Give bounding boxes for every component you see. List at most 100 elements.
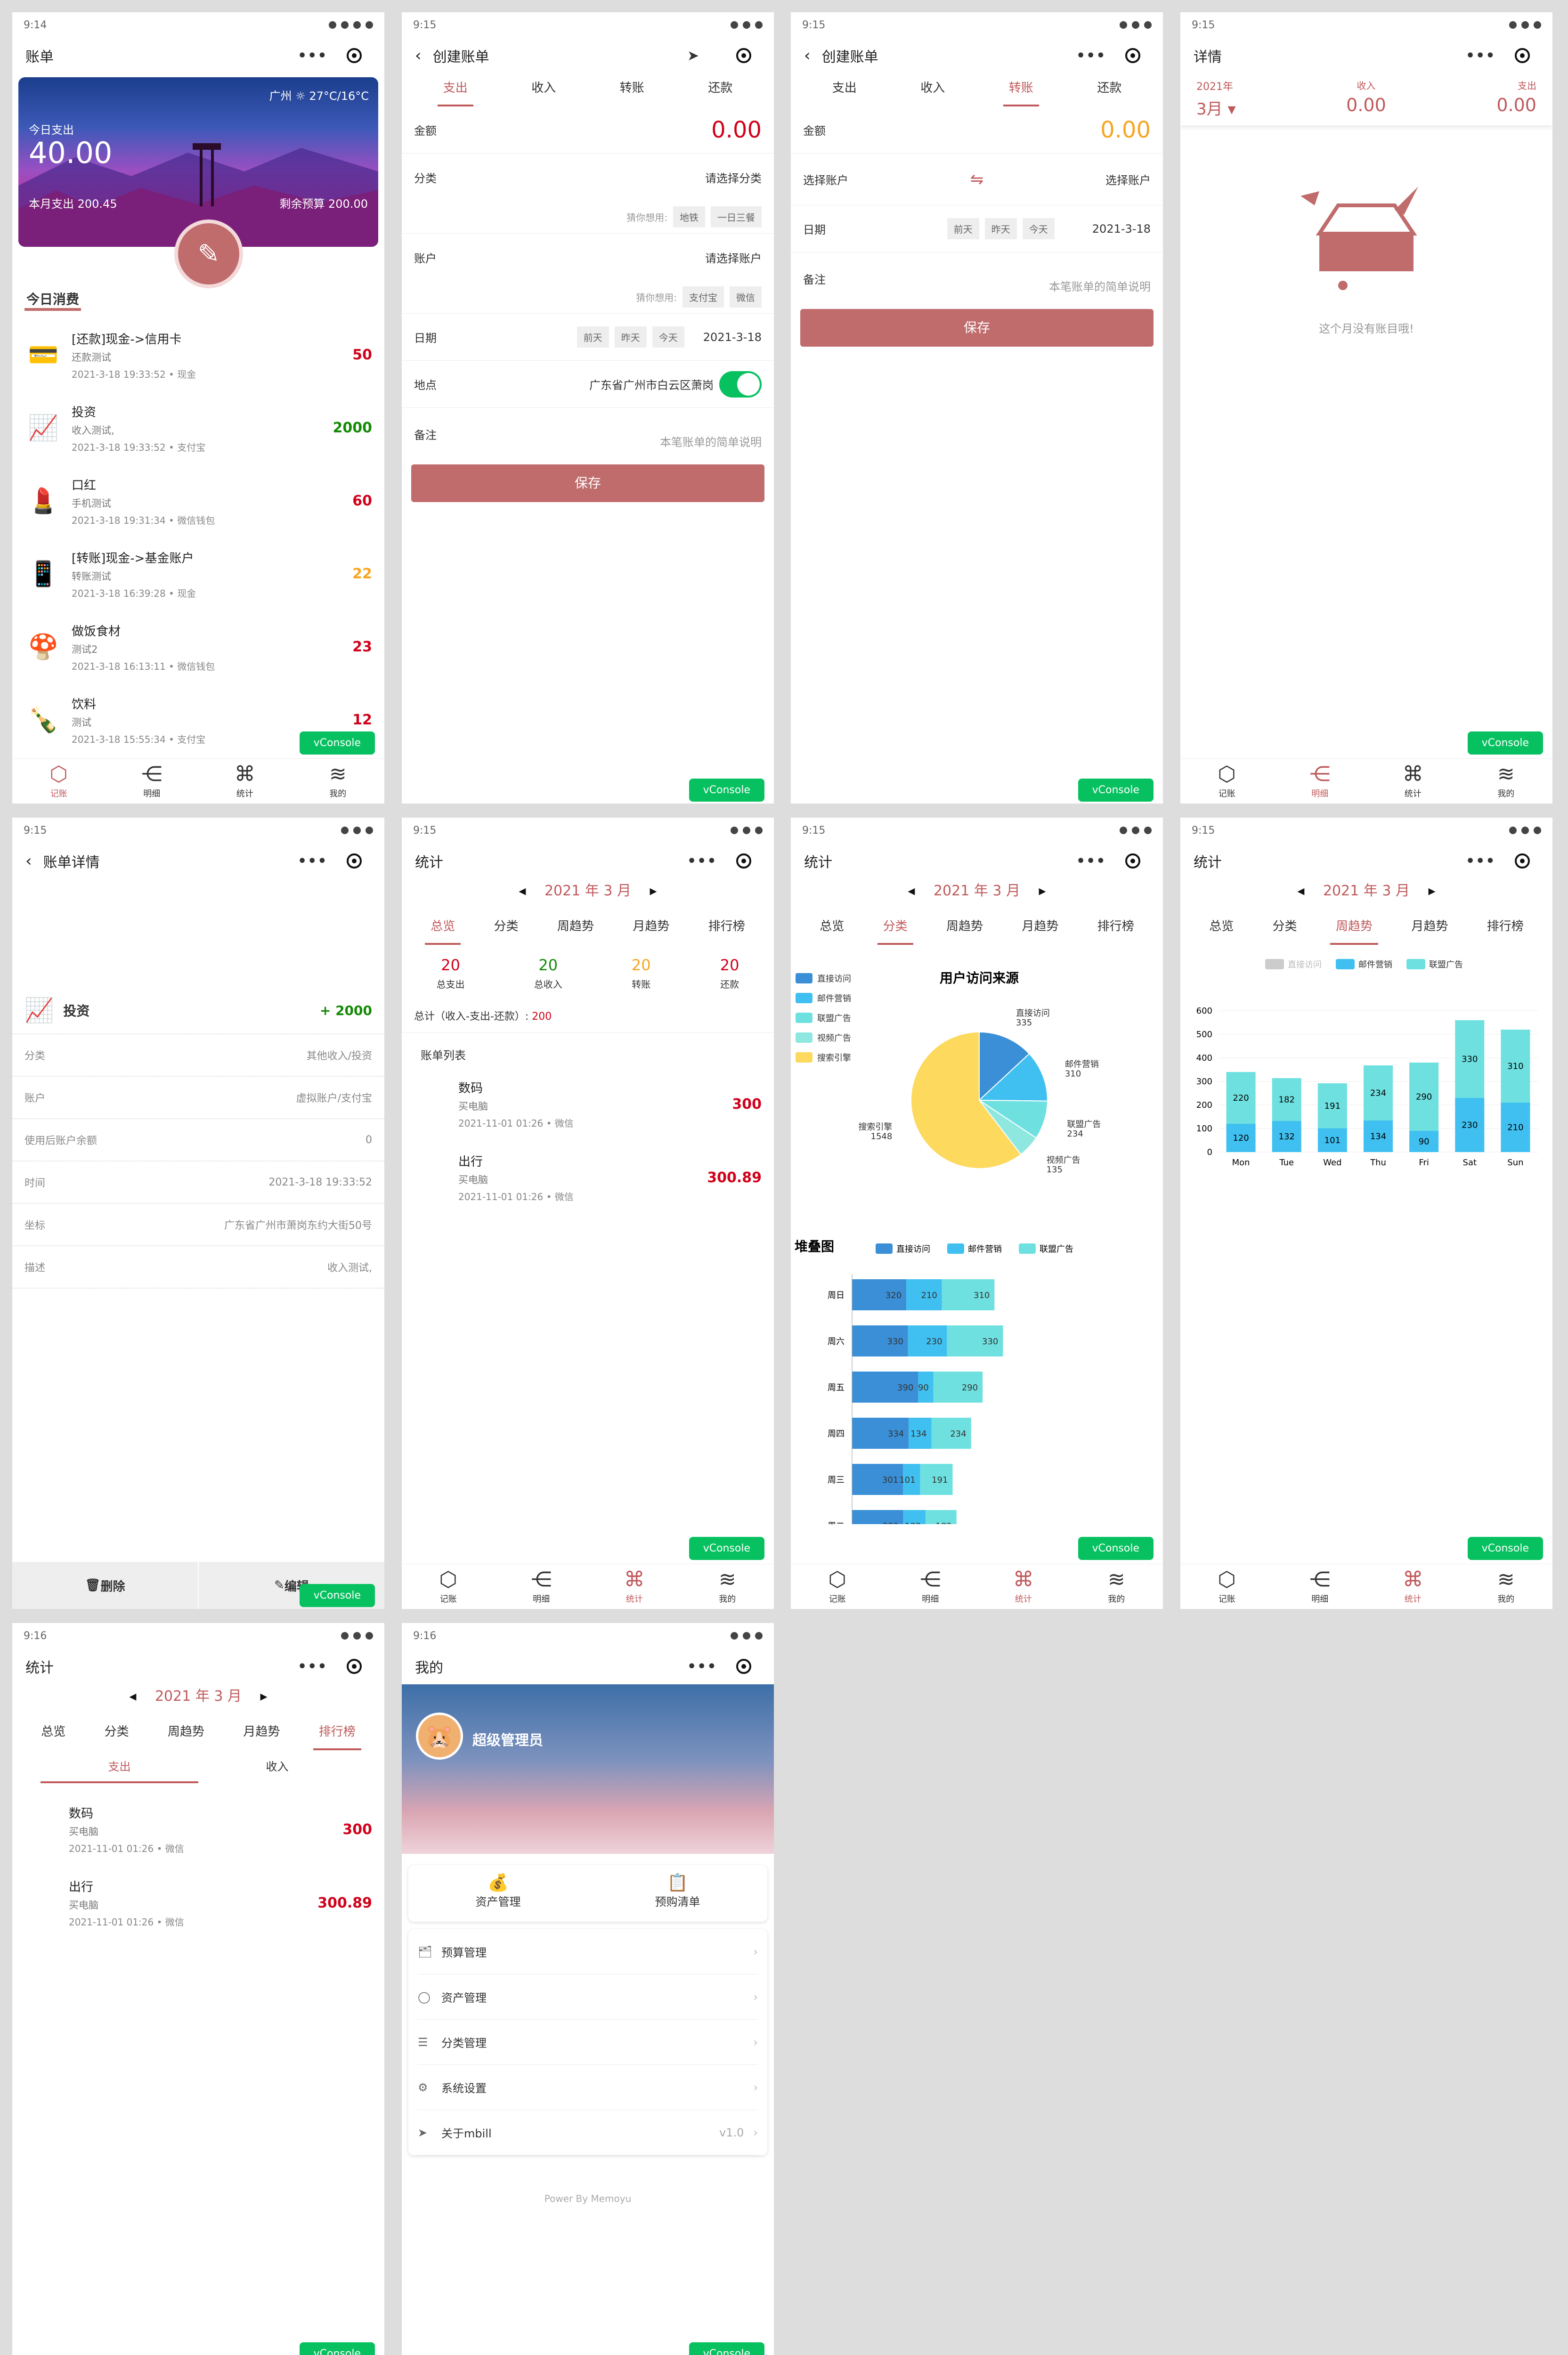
share-icon[interactable]: ⋲ <box>1309 1567 1331 1592</box>
amount-row[interactable]: 金额 0.00 <box>402 106 774 154</box>
next-month-icon[interactable]: ▸ <box>1034 883 1046 899</box>
next-month-icon[interactable]: ▸ <box>256 1688 268 1705</box>
back-icon[interactable]: ‹ <box>415 46 422 65</box>
tab-stats[interactable]: ⌘ 统计 <box>624 1567 645 1604</box>
tab-bookkeeping[interactable]: ⬡ 记账 <box>49 762 68 799</box>
layers-icon[interactable]: ≋ <box>718 1567 736 1592</box>
tab-stats[interactable]: ⌘ 统计 <box>1013 1567 1034 1604</box>
share-icon[interactable]: ⋲ <box>141 762 162 786</box>
month-picker[interactable]: 2021年 3月 ▾ <box>1196 81 1236 119</box>
tab-bookkeeping[interactable]: ⬡ 记账 <box>1218 762 1236 799</box>
more-icon[interactable]: ••• <box>1076 47 1106 64</box>
save-button[interactable]: 保存 <box>800 309 1154 347</box>
tab-me[interactable]: ≋ 我的 <box>329 762 347 799</box>
vconsole-button[interactable]: vConsole <box>1467 731 1543 755</box>
note-row[interactable]: 备注 本笔账单的简单说明 <box>414 428 762 449</box>
cube-icon[interactable]: ⬡ <box>1218 762 1236 786</box>
feather-icon[interactable]: ✎ <box>197 238 220 269</box>
layers-icon[interactable]: ≋ <box>329 762 347 786</box>
tab-details[interactable]: ⋲ 明细 <box>1309 762 1331 799</box>
list-item[interactable]: 出行 买电脑 2021-11-01 01:26 • 微信 300.89 <box>69 1880 372 1928</box>
close-capsule-icon[interactable] <box>1125 853 1140 869</box>
close-capsule-icon[interactable] <box>1125 48 1140 63</box>
command-icon[interactable]: ⌘ <box>234 762 255 786</box>
tab-bookkeeping[interactable]: ⬡ 记账 <box>828 1567 846 1604</box>
list-item[interactable]: 📈 投资 收入测试, 2021-3-18 19:33:52 • 支付宝 2000 <box>12 391 384 464</box>
back-icon[interactable]: ‹ <box>25 852 32 870</box>
vconsole-button[interactable]: vConsole <box>689 1537 764 1560</box>
tab-me[interactable]: ≋ 我的 <box>1107 1567 1125 1604</box>
vconsole-button[interactable]: vConsole <box>1078 1537 1154 1560</box>
prev-month-icon[interactable]: ◂ <box>908 883 919 899</box>
tab-details[interactable]: ⋲ 明细 <box>141 762 162 799</box>
cube-icon[interactable]: ⬡ <box>1218 1567 1236 1592</box>
close-capsule-icon[interactable] <box>347 48 362 63</box>
tab-stats[interactable]: ⌘ 统计 <box>1402 1567 1423 1604</box>
location-row[interactable]: 地点 广东省广州市白云区萧岗 <box>402 361 774 408</box>
share-icon[interactable]: ⋲ <box>1309 762 1331 786</box>
more-icon[interactable]: ••• <box>1076 853 1106 869</box>
layers-icon[interactable]: ≋ <box>1107 1567 1125 1592</box>
list-item[interactable]: 🍾 饮料 测试 2021-3-18 15:55:34 • 支付宝 12 <box>12 683 384 756</box>
close-capsule-icon[interactable] <box>347 1659 362 1674</box>
share-icon[interactable]: ⋲ <box>531 1567 552 1592</box>
location-toggle[interactable] <box>719 371 762 398</box>
menu-item[interactable]: ◯ 资产管理 › <box>418 1974 758 2020</box>
prev-month-icon[interactable]: ◂ <box>519 883 530 899</box>
edit-icon[interactable]: ✎ <box>274 1578 284 1592</box>
save-button[interactable]: 保存 <box>411 464 764 502</box>
command-icon[interactable]: ⌘ <box>1013 1567 1034 1592</box>
tab-bookkeeping[interactable]: ⬡ 记账 <box>439 1567 457 1604</box>
vconsole-button[interactable]: vConsole <box>1078 779 1154 802</box>
swap-icon[interactable]: ⇋ <box>970 170 984 189</box>
vconsole-button[interactable]: vConsole <box>299 2342 375 2355</box>
list-item[interactable]: 💄 口红 手机测试 2021-3-18 19:31:34 • 微信钱包 60 <box>12 464 384 537</box>
menu-item[interactable]: ☰ 分类管理 › <box>418 2020 758 2065</box>
menu-item[interactable]: ➤ 关于mbill v1.0 › <box>418 2110 758 2155</box>
preorder-card[interactable]: 📋 预购清单 <box>588 1865 767 1922</box>
location-icon[interactable]: ➤ <box>687 47 700 64</box>
trash-icon[interactable]: 🗑 <box>85 1578 101 1592</box>
tab-repay[interactable]: 还款 <box>708 81 733 95</box>
next-month-icon[interactable]: ▸ <box>645 883 657 899</box>
close-capsule-icon[interactable] <box>347 853 362 869</box>
tab-details[interactable]: ⋲ 明细 <box>920 1567 941 1604</box>
list-item[interactable]: 数码 买电脑 2021-11-01 01:26 • 微信 300 <box>458 1081 762 1129</box>
list-item[interactable]: 出行 买电脑 2021-11-01 01:26 • 微信 300.89 <box>458 1155 762 1202</box>
tab-me[interactable]: ≋ 我的 <box>718 1567 736 1604</box>
menu-item[interactable]: ⚙ 系统设置 › <box>418 2065 758 2110</box>
more-icon[interactable]: ••• <box>298 47 328 64</box>
close-capsule-icon[interactable] <box>736 853 751 869</box>
asset-card[interactable]: 💰 资产管理 <box>408 1865 588 1922</box>
account-select-row[interactable]: 选择账户 ⇋ 选择账户 <box>791 154 1163 205</box>
list-item[interactable]: 📱 [转账]现金->基金账户 转账测试 2021-3-18 16:39:28 • 现金… <box>12 537 384 610</box>
tab-stats[interactable]: ⌘ 统计 <box>1402 762 1423 799</box>
vconsole-button[interactable]: vConsole <box>299 731 375 755</box>
vconsole-button[interactable]: vConsole <box>689 779 764 802</box>
close-capsule-icon[interactable] <box>736 48 751 63</box>
tab-bookkeeping[interactable]: ⬡ 记账 <box>1218 1567 1236 1604</box>
layers-icon[interactable]: ≋ <box>1497 1567 1515 1592</box>
vconsole-button[interactable]: vConsole <box>689 2342 764 2355</box>
date-row[interactable]: 日期 前天 昨天 今天 2021-3-18 <box>791 205 1163 252</box>
tab-expense[interactable]: 支出 <box>437 78 473 106</box>
prev-month-icon[interactable]: ◂ <box>129 1688 141 1705</box>
next-month-icon[interactable]: ▸ <box>1424 883 1436 899</box>
tab-me[interactable]: ≋ 我的 <box>1497 762 1515 799</box>
more-icon[interactable]: ••• <box>298 1658 328 1675</box>
add-bill-button[interactable]: ✎ <box>174 219 243 288</box>
list-item[interactable]: 💳 [还款]现金->信用卡 还款测试 2021-3-18 19:33:52 • 现金 5… <box>12 318 384 391</box>
tab-stats[interactable]: ⌘ 统计 <box>234 762 255 799</box>
cube-icon[interactable]: ⬡ <box>439 1567 457 1592</box>
date-row[interactable]: 日期 前天 昨天 今天 2021-3-18 <box>402 314 774 361</box>
tab-details[interactable]: ⋲ 明细 <box>1309 1567 1331 1604</box>
more-icon[interactable]: ••• <box>687 1658 717 1675</box>
category-row[interactable]: 分类 请选择分类 <box>414 171 762 185</box>
close-capsule-icon[interactable] <box>736 1659 751 1674</box>
delete-button[interactable]: 🗑 删除 <box>12 1562 199 1609</box>
command-icon[interactable]: ⌘ <box>1402 762 1423 786</box>
prev-month-icon[interactable]: ◂ <box>1297 883 1309 899</box>
tab-details[interactable]: ⋲ 明细 <box>531 1567 552 1604</box>
list-item[interactable]: 🍄 做饭食材 测试2 2021-3-18 16:13:11 • 微信钱包 23 <box>12 610 384 683</box>
back-icon[interactable]: ‹ <box>804 46 811 65</box>
